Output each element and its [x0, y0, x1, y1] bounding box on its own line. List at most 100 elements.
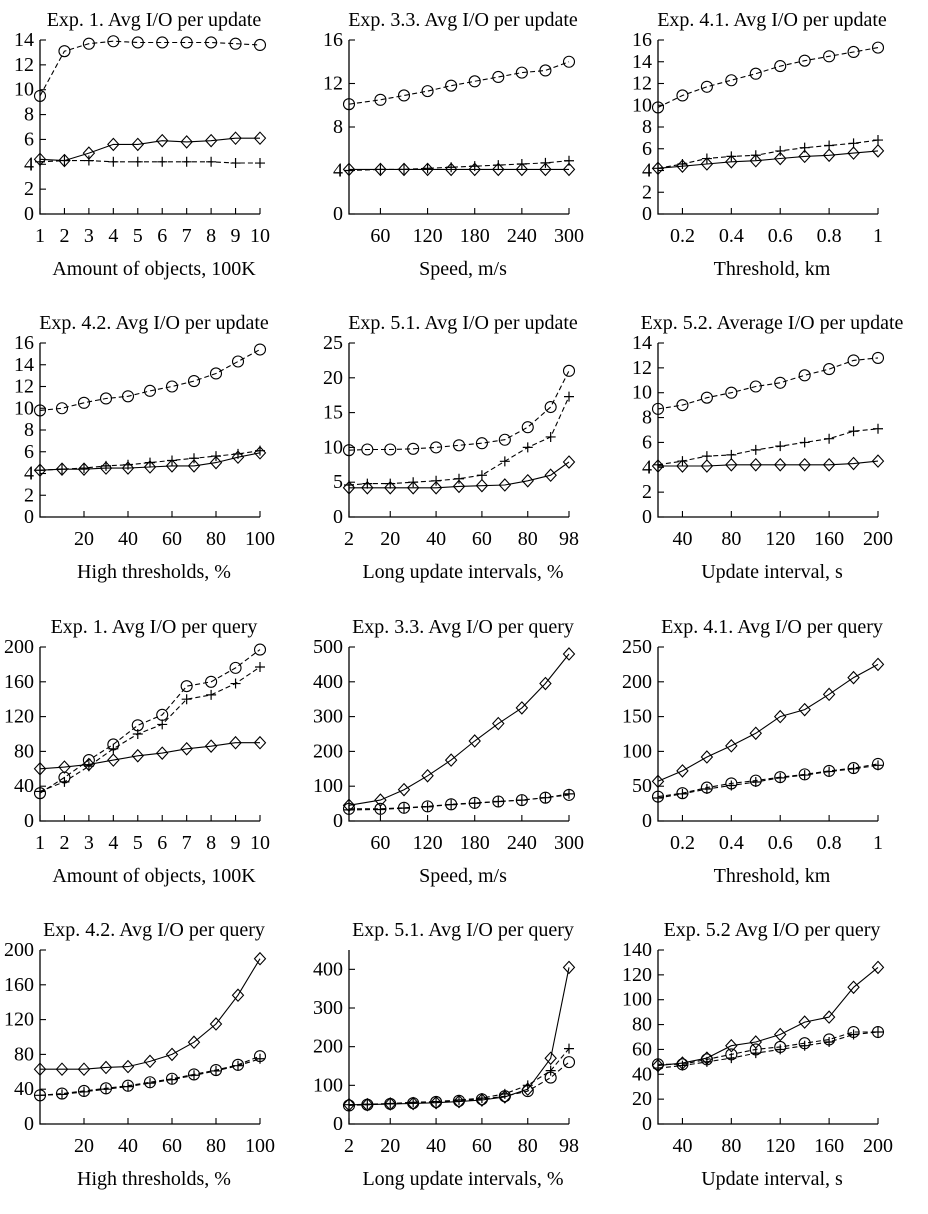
- data-point-diamond: [676, 764, 689, 778]
- y-tick-label: 100: [313, 775, 343, 797]
- y-tick-label: 500: [313, 636, 343, 658]
- data-point-circle: [798, 54, 811, 67]
- x-tick-label: 80: [206, 1135, 226, 1157]
- x-tick-label: 1: [35, 225, 45, 247]
- data-point-diamond: [99, 1060, 113, 1075]
- data-point-circle: [165, 380, 179, 393]
- data-point-circle: [823, 50, 836, 63]
- y-tick-label: 300: [313, 706, 343, 728]
- data-point-circle: [539, 64, 552, 77]
- data-point-diamond: [562, 455, 576, 469]
- x-axis-label: Update interval, s: [701, 561, 843, 583]
- data-point-diamond: [77, 1062, 91, 1077]
- data-point-plus: [145, 457, 155, 468]
- data-point-circle: [121, 390, 135, 403]
- data-point-plus: [564, 788, 574, 799]
- data-point-circle: [131, 36, 144, 49]
- y-tick-label: 0: [24, 203, 34, 225]
- y-tick-label: 0: [333, 506, 343, 528]
- series-line-diamond: [348, 653, 570, 806]
- data-point-plus: [79, 1086, 89, 1097]
- data-point-diamond: [468, 734, 481, 748]
- x-tick-label: 40: [672, 1135, 692, 1157]
- y-tick-label: 0: [24, 506, 34, 528]
- data-point-plus: [454, 473, 464, 484]
- data-point-circle: [342, 98, 356, 111]
- data-point-diamond: [749, 457, 763, 472]
- data-point-circle: [342, 1099, 356, 1112]
- data-point-diamond: [55, 1062, 69, 1077]
- data-point-circle: [515, 794, 528, 807]
- data-point-diamond: [155, 133, 169, 148]
- chart-panel-q4: Exp. 4.2. Avg I/O per query 0 40 80 120 160 20…: [0, 910, 309, 1213]
- data-point-circle: [651, 101, 665, 114]
- x-tick-label: 10: [250, 225, 270, 247]
- y-tick-label: 10: [14, 397, 34, 419]
- data-point-diamond: [406, 1096, 420, 1111]
- data-point-diamond: [847, 146, 860, 160]
- data-point-diamond: [822, 457, 836, 472]
- data-point-diamond: [725, 154, 738, 169]
- data-point-circle: [700, 391, 713, 404]
- y-tick-label: 2: [642, 181, 652, 203]
- x-tick-label: 200: [863, 528, 893, 550]
- data-point-plus: [726, 780, 737, 791]
- y-tick-label: 2: [642, 481, 652, 503]
- data-point-plus: [799, 770, 810, 781]
- data-point-diamond: [361, 480, 374, 495]
- data-point-diamond: [33, 1062, 47, 1077]
- series-line-circle: [39, 349, 261, 411]
- data-point-circle: [475, 437, 488, 450]
- data-point-circle: [143, 384, 157, 397]
- data-point-diamond: [131, 748, 145, 763]
- x-tick-label: 5: [133, 832, 143, 854]
- data-point-plus: [206, 156, 217, 167]
- data-point-plus: [375, 804, 386, 815]
- x-axis-label: Speed, m/s: [419, 258, 507, 280]
- data-point-diamond: [544, 468, 557, 483]
- data-point-plus: [233, 1060, 243, 1071]
- data-point-diamond: [77, 462, 91, 476]
- y-tick-label: 60: [632, 1038, 652, 1060]
- data-point-circle: [676, 89, 689, 102]
- data-point-circle: [180, 680, 193, 693]
- data-point-plus: [132, 156, 143, 167]
- data-point-diamond: [725, 739, 738, 753]
- data-point-diamond: [515, 701, 529, 715]
- data-point-diamond: [492, 716, 505, 731]
- data-point-diamond: [539, 676, 552, 691]
- data-point-circle: [515, 66, 528, 79]
- data-point-diamond: [187, 459, 201, 473]
- data-point-diamond: [229, 735, 242, 750]
- data-point-plus: [344, 165, 354, 176]
- y-tick-label: 12: [632, 73, 652, 95]
- y-tick-label: 0: [642, 506, 652, 528]
- y-tick-label: 200: [4, 939, 34, 961]
- data-point-diamond: [143, 460, 157, 474]
- series-line-plus: [39, 450, 261, 471]
- data-point-diamond: [82, 146, 96, 160]
- data-point-plus: [35, 1090, 45, 1101]
- x-tick-label: 80: [518, 1135, 538, 1157]
- data-point-diamond: [676, 159, 689, 173]
- series-line-circle: [348, 370, 570, 451]
- x-axis-label: Threshold, km: [714, 865, 831, 887]
- data-point-circle: [229, 37, 242, 50]
- y-tick-label: 160: [4, 974, 34, 996]
- data-point-diamond: [384, 480, 397, 495]
- series-line-plus: [657, 139, 879, 169]
- chart-panel-u2: Exp. 3.3. Avg I/O per update 0 4 8 12 16 60 120…: [309, 0, 618, 303]
- chart-panel-q5: Exp. 5.1. Avg I/O per query 0 100 200 300 400…: [309, 910, 618, 1213]
- y-tick-label: 8: [24, 104, 34, 126]
- data-point-diamond: [871, 144, 885, 158]
- data-point-diamond: [871, 454, 885, 468]
- x-axis-label: Amount of objects, 100K: [52, 865, 256, 887]
- data-point-diamond: [700, 750, 714, 764]
- axis-lines: [39, 40, 260, 215]
- data-point-diamond: [231, 450, 245, 465]
- y-tick-label: 16: [632, 29, 652, 51]
- data-point-plus: [181, 694, 192, 705]
- data-point-circle: [492, 70, 505, 84]
- chart-svg-q3: Exp. 4.1. Avg I/O per query 0 50 100 150 200 2…: [622, 616, 885, 887]
